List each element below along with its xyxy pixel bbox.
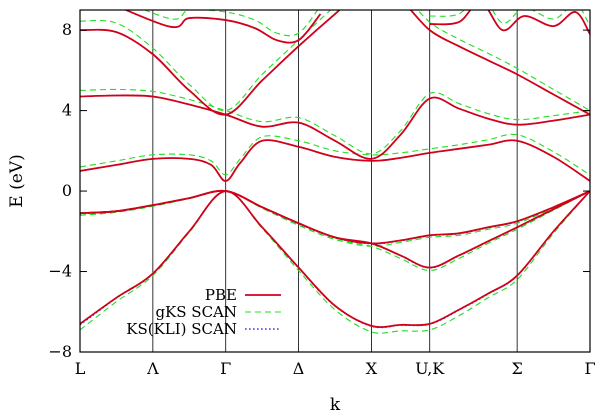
band-line <box>80 190 590 328</box>
band-line <box>143 10 319 37</box>
band-curves <box>80 10 590 334</box>
band-line <box>123 10 322 44</box>
band-line <box>80 10 590 116</box>
band-line <box>80 139 590 182</box>
band-line <box>80 190 590 272</box>
y-tick-label: 4 <box>62 101 72 120</box>
plot-frame <box>79 9 591 353</box>
x-axis-ticks: L Λ Γ Δ X U,K Σ Γ <box>75 359 596 378</box>
band-line <box>80 88 590 155</box>
band-line <box>80 139 590 182</box>
series-pbe <box>80 10 590 328</box>
x-tick-label: L <box>75 359 86 378</box>
y-tick-label: 8 <box>62 20 72 39</box>
x-tick-label: Δ <box>293 359 305 378</box>
band-line <box>124 10 321 44</box>
band-line <box>80 190 590 334</box>
y-tick-label: −4 <box>48 262 72 281</box>
band-line <box>80 189 590 269</box>
x-tick-label: Γ <box>220 359 231 378</box>
x-tick-label: Γ <box>584 359 595 378</box>
legend-label: gKS SCAN <box>155 303 237 321</box>
x-tick-label: X <box>366 359 378 378</box>
y-tick-label: −8 <box>48 342 72 361</box>
band-line <box>80 189 590 245</box>
x-axis-label: k <box>330 395 341 415</box>
band-line <box>429 10 590 35</box>
legend-label: PBE <box>205 286 237 304</box>
x-tick-label: Σ <box>511 359 522 378</box>
band-line <box>80 94 590 160</box>
y-axis-ticks: −8 −4 0 4 8 <box>48 20 590 361</box>
legend-label: KS(KLI) SCAN <box>126 320 237 338</box>
y-axis-label: E (eV) <box>7 154 27 207</box>
band-line <box>80 133 590 176</box>
y-tick-label: 0 <box>62 181 72 200</box>
band-line <box>80 190 590 245</box>
x-tick-label: U,K <box>415 359 445 378</box>
band-line <box>80 94 590 160</box>
k-point-divider-lines <box>152 10 518 352</box>
band-line <box>429 10 590 27</box>
x-tick-label: Λ <box>146 359 159 378</box>
series-gks-scan <box>80 10 590 334</box>
